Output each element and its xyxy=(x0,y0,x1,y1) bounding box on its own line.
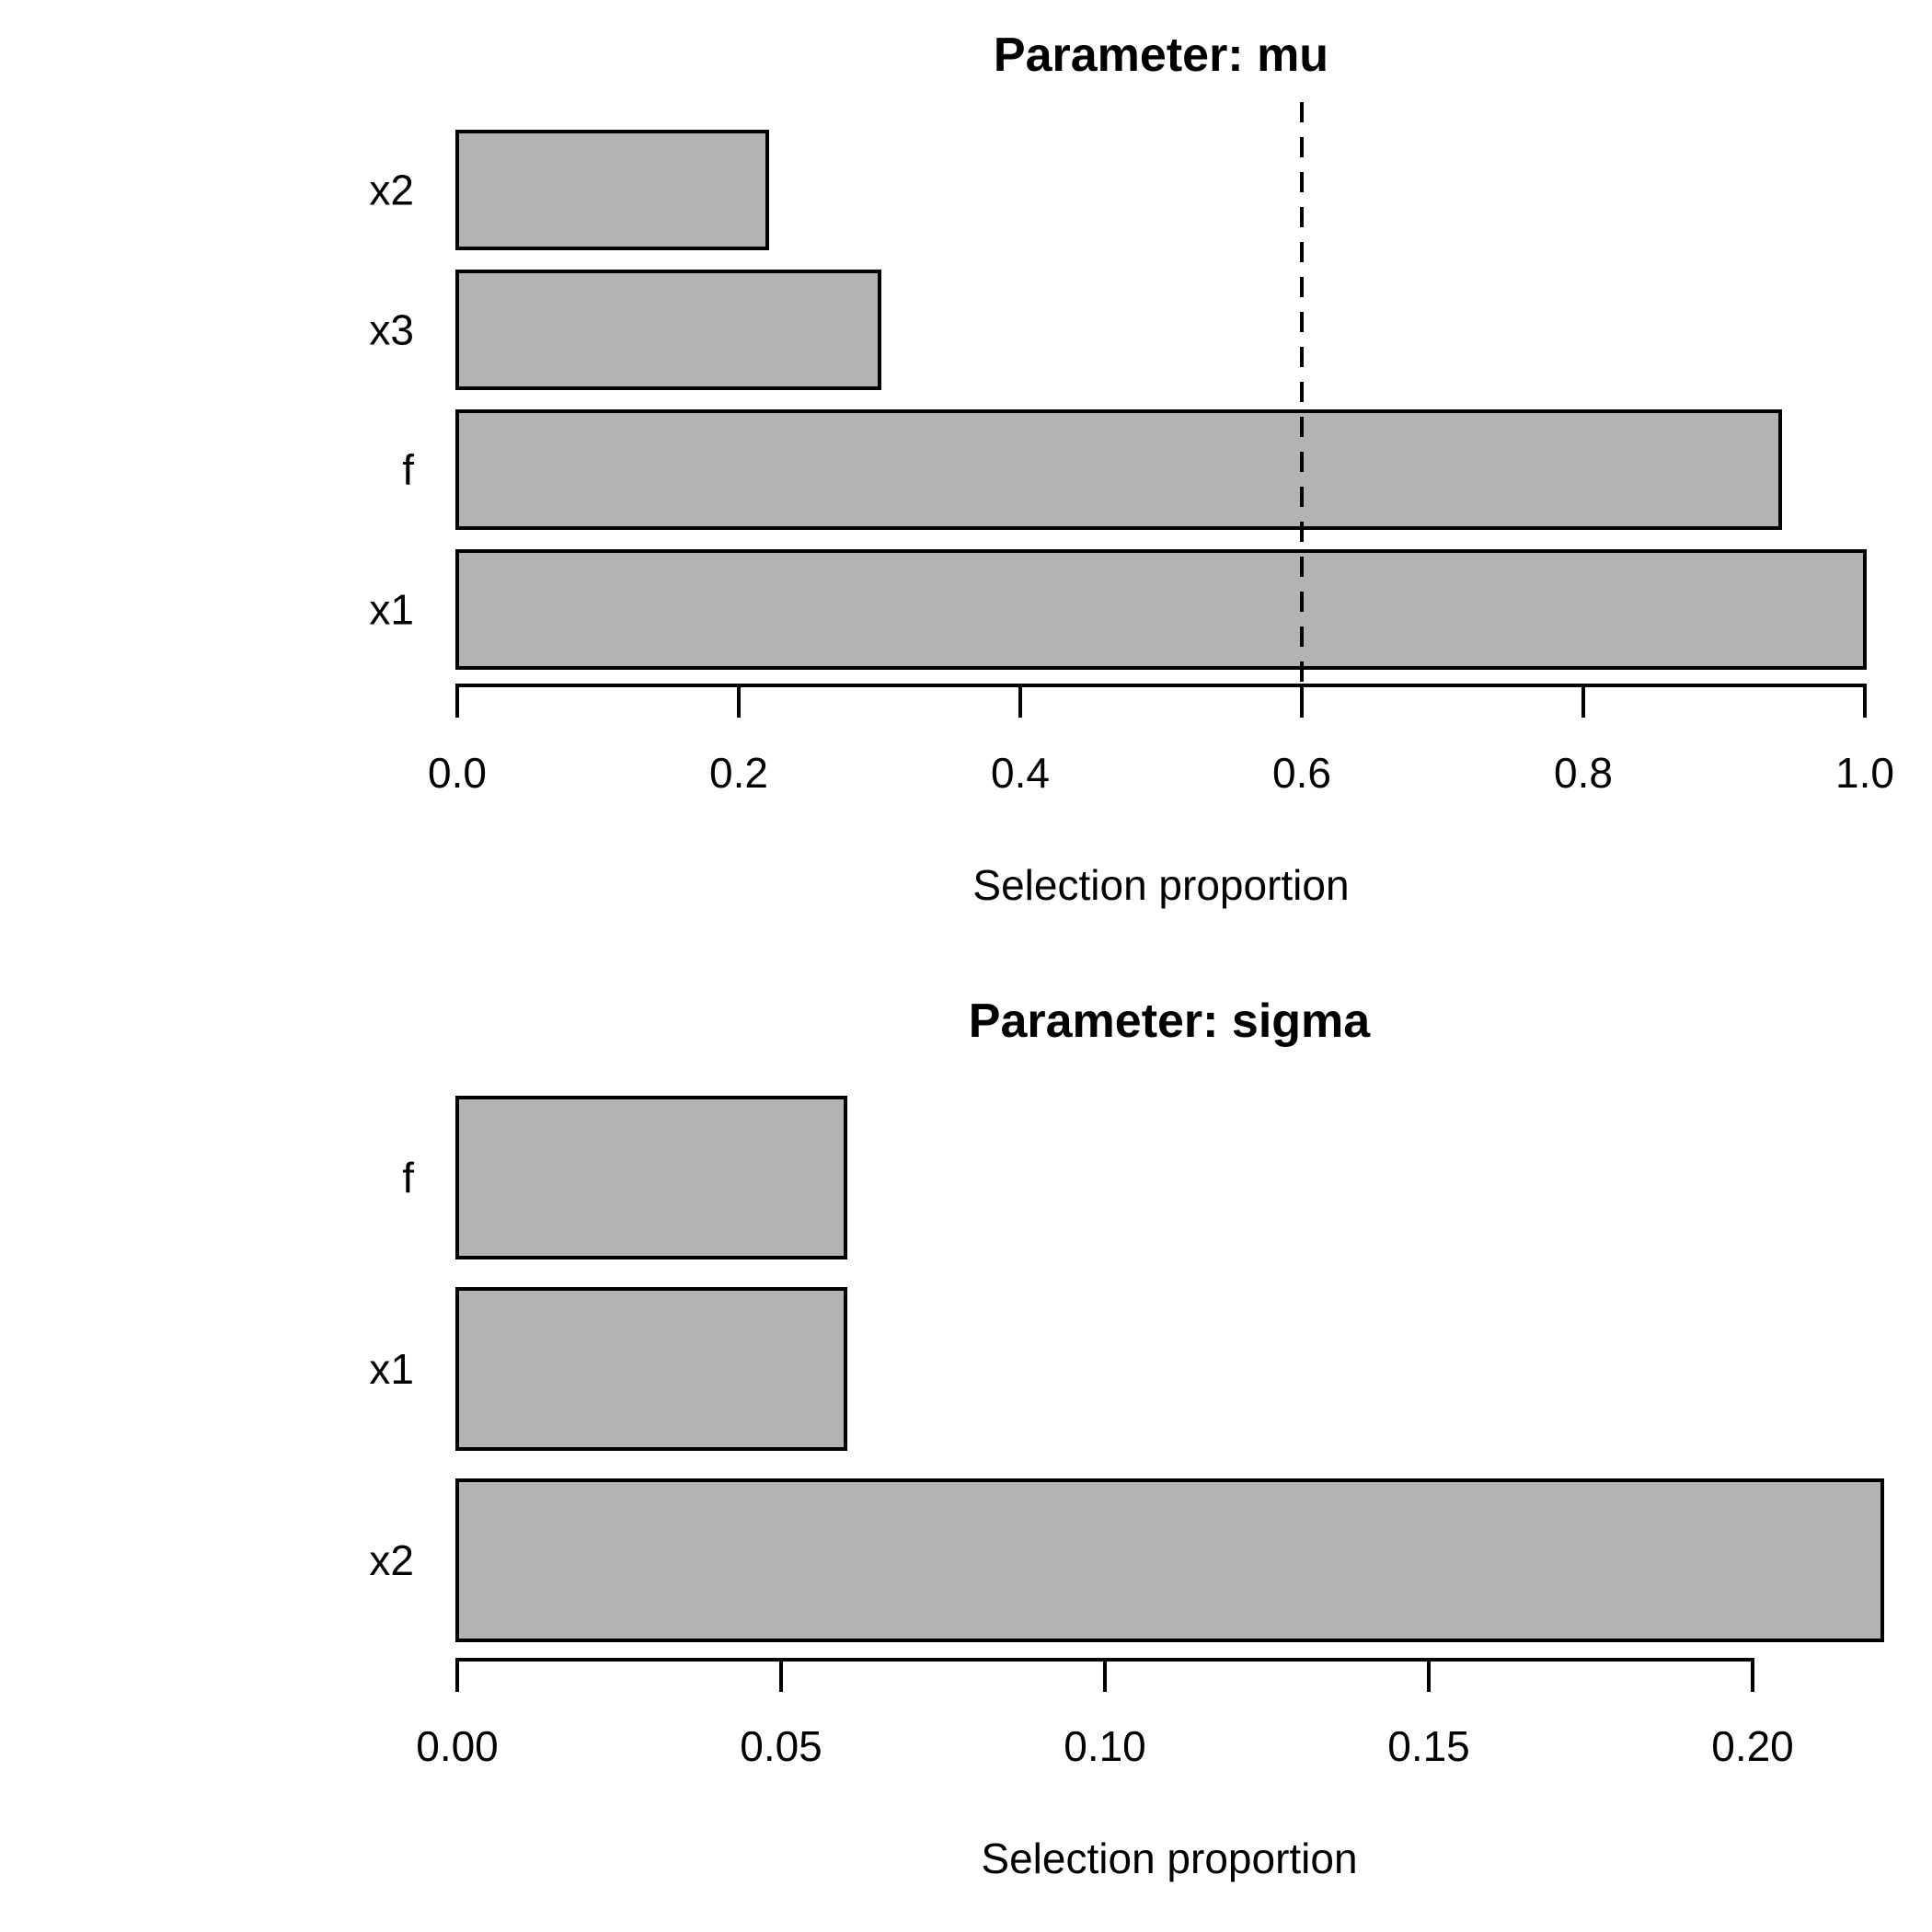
chart-mu-title: Parameter: mu xyxy=(993,29,1329,82)
category-label-sigma-x1: x1 xyxy=(369,1345,414,1393)
category-label-mu-f: f xyxy=(402,446,414,494)
category-label-mu-x3: x3 xyxy=(369,306,414,354)
bar-sigma-f xyxy=(455,1096,847,1259)
bar-sigma-x2 xyxy=(455,1478,1884,1642)
x-axis-tick-label-sigma: 0.15 xyxy=(1387,1722,1470,1770)
x-axis-tick-label-sigma: 0.10 xyxy=(1064,1722,1146,1770)
category-label-mu-x2: x2 xyxy=(369,167,414,214)
x-axis-tick-label-mu: 0.4 xyxy=(991,749,1050,797)
chart-sigma-title: Parameter: sigma xyxy=(968,995,1371,1048)
bar-mu-x1 xyxy=(455,549,1867,670)
bar-sigma-x1 xyxy=(455,1287,847,1451)
x-axis-tick-label-mu: 0.6 xyxy=(1272,749,1331,797)
category-label-sigma-f: f xyxy=(402,1154,414,1202)
category-label-sigma-x2: x2 xyxy=(369,1536,414,1584)
x-axis-tick-label-mu: 1.0 xyxy=(1835,749,1894,797)
chart-mu-x-axis-label: Selection proportion xyxy=(972,861,1350,909)
x-axis-tick-label-sigma: 0.05 xyxy=(740,1722,822,1770)
bar-mu-x2 xyxy=(455,130,769,250)
category-label-mu-x1: x1 xyxy=(369,586,414,634)
bar-mu-f xyxy=(455,409,1782,530)
x-axis-tick-label-mu: 0.2 xyxy=(709,749,768,797)
x-axis-tick-label-sigma: 0.00 xyxy=(416,1722,499,1770)
chart-sigma-x-axis-label: Selection proportion xyxy=(981,1834,1358,1882)
x-axis-tick-label-mu: 0.8 xyxy=(1554,749,1613,797)
x-axis-tick-label-sigma: 0.20 xyxy=(1711,1722,1794,1770)
bar-mu-x3 xyxy=(455,270,881,390)
x-axis-tick-label-mu: 0.0 xyxy=(428,749,487,797)
